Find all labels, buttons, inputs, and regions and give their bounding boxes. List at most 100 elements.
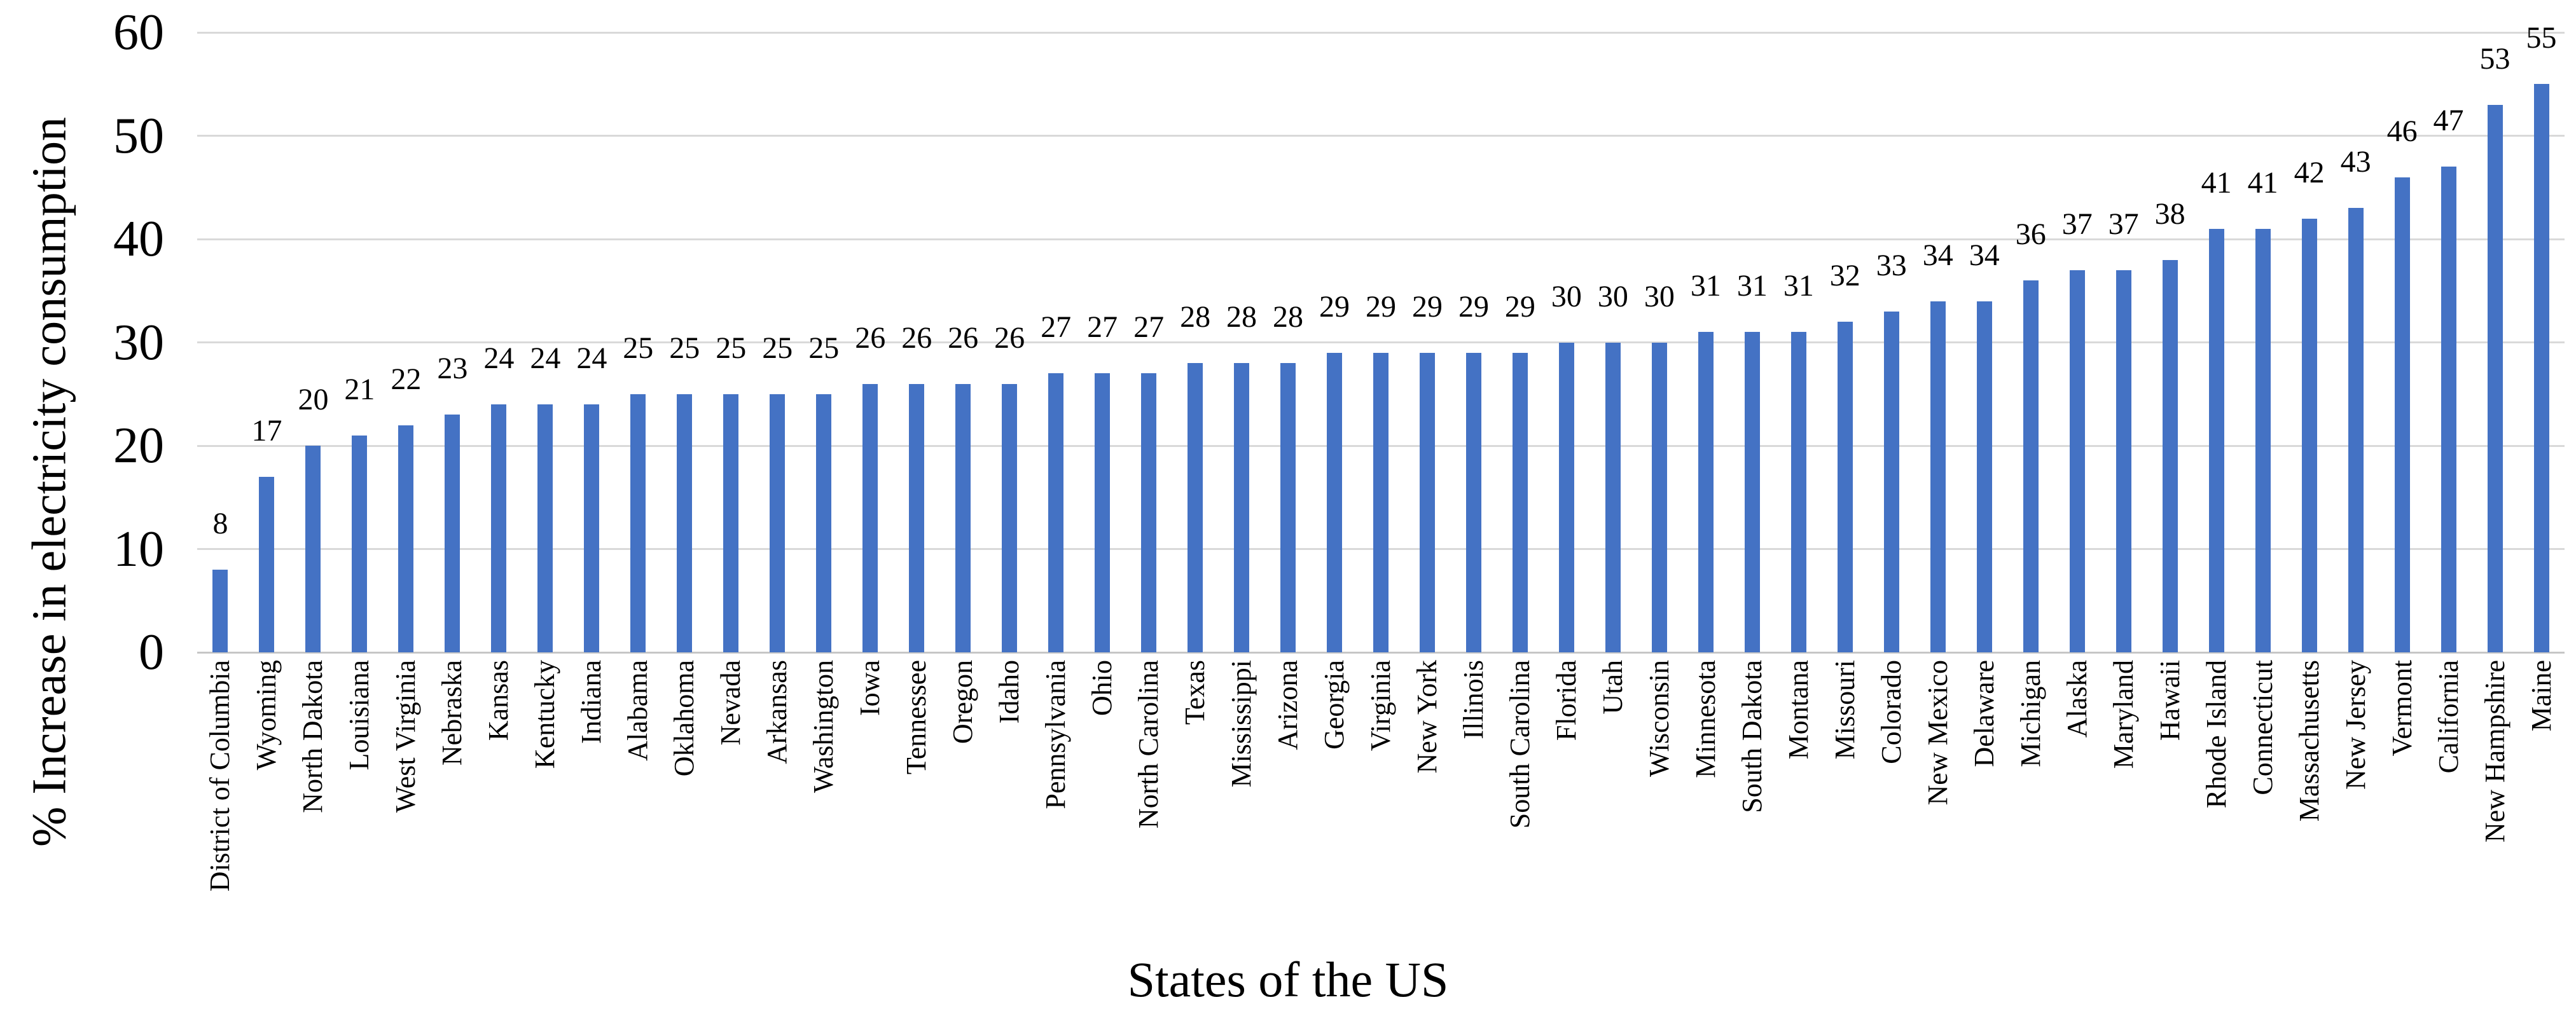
- bar-value-label: 29: [1319, 289, 1350, 324]
- state-label: Washington: [808, 660, 840, 793]
- bar-column: 32: [1822, 32, 1868, 652]
- bar: [1976, 301, 1992, 652]
- state-label: Kansas: [483, 660, 515, 741]
- bar: [862, 383, 878, 652]
- bar: [1930, 301, 1946, 652]
- bar-value-label: 27: [1133, 310, 1165, 345]
- state-label: Texas: [1179, 660, 1211, 725]
- x-label-cell: West Virginia: [383, 660, 429, 933]
- state-label: West Virginia: [390, 660, 422, 813]
- bar-column: 26: [940, 32, 987, 652]
- bar-value-label: 37: [2061, 207, 2093, 241]
- x-axis-line: [197, 651, 2565, 654]
- bar-column: 25: [801, 32, 847, 652]
- state-label: Wisconsin: [1644, 660, 1675, 777]
- x-label-cell: South Carolina: [1497, 660, 1544, 933]
- state-label: Virginia: [1365, 660, 1397, 752]
- bar-value-label: 26: [948, 320, 979, 355]
- x-label-cell: Massachusetts: [2286, 660, 2332, 933]
- state-label: Georgia: [1319, 660, 1350, 750]
- x-label-cell: Colorado: [1868, 660, 1915, 933]
- gridline: [197, 31, 2565, 34]
- bar: [445, 415, 460, 652]
- state-label: Arizona: [1272, 660, 1304, 750]
- bar-value-label: 25: [623, 331, 654, 365]
- bar-value-label: 37: [2108, 207, 2139, 241]
- bar-value-label: 28: [1226, 300, 1257, 334]
- state-label: Colorado: [1875, 660, 1907, 764]
- x-label-cell: Illinois: [1451, 660, 1497, 933]
- bar-value-label: 23: [437, 352, 468, 386]
- x-label-cell: Delaware: [1961, 660, 2007, 933]
- state-label: Maine: [2525, 660, 2557, 732]
- state-label: Louisiana: [343, 660, 375, 771]
- bar: [2487, 104, 2503, 652]
- bar-column: 29: [1358, 32, 1404, 652]
- state-label: Nevada: [715, 660, 747, 746]
- bar-column: 26: [894, 32, 940, 652]
- bar-value-label: 33: [1876, 248, 1907, 282]
- x-label-cell: Washington: [801, 660, 847, 933]
- bar: [630, 394, 646, 652]
- x-label-cell: Arkansas: [754, 660, 801, 933]
- x-label-cell: Utah: [1590, 660, 1637, 933]
- state-label: Massachusetts: [2293, 660, 2325, 822]
- state-label: Arkansas: [761, 660, 793, 764]
- bar-column: 29: [1497, 32, 1543, 652]
- x-label-cell: Texas: [1172, 660, 1219, 933]
- bar-value-label: 46: [2386, 114, 2418, 148]
- x-label-cell: Wisconsin: [1637, 660, 1683, 933]
- bar-value-label: 25: [669, 331, 700, 365]
- state-label: Connecticut: [2247, 660, 2278, 795]
- bar-value-label: 8: [212, 507, 228, 540]
- x-axis-labels: District of Columbia Wyoming North Dakota L…: [197, 660, 2565, 933]
- bar-column: 26: [987, 32, 1033, 652]
- bar-value-label: 28: [1180, 300, 1211, 334]
- bar-value-label: 55: [2526, 21, 2557, 55]
- bar: [2116, 270, 2131, 652]
- bar: [1327, 352, 1342, 652]
- state-label: Minnesota: [1689, 660, 1721, 778]
- x-label-cell: New Jersey: [2332, 660, 2379, 933]
- state-label: Missouri: [1829, 660, 1860, 760]
- bar-value-label: 22: [391, 362, 422, 396]
- bar-column: 23: [429, 32, 476, 652]
- x-label-cell: South Dakota: [1729, 660, 1775, 933]
- bar-column: 21: [336, 32, 383, 652]
- bar: [2255, 228, 2271, 652]
- bar-column: 25: [708, 32, 754, 652]
- bar-column: 25: [754, 32, 801, 652]
- bar-column: 24: [522, 32, 569, 652]
- x-label-cell: New Mexico: [1915, 660, 1961, 933]
- x-label-cell: New Hampshire: [2472, 660, 2518, 933]
- state-label: Montana: [1782, 660, 1814, 760]
- bar-column: 36: [2007, 32, 2054, 652]
- state-label: Nebraska: [436, 660, 468, 766]
- state-label: New Jersey: [2339, 660, 2371, 790]
- bar: [1790, 332, 1806, 652]
- bar-value-label: 20: [298, 383, 329, 416]
- x-label-cell: Vermont: [2379, 660, 2425, 933]
- bar: [1234, 363, 1250, 652]
- bar: [1465, 352, 1481, 652]
- x-label-cell: Idaho: [987, 660, 1033, 933]
- bar: [398, 425, 414, 652]
- state-label: Maryland: [2107, 660, 2139, 769]
- bar-column: 30: [1636, 32, 1682, 652]
- bar: [1188, 363, 1203, 652]
- bar-value-label: 30: [1551, 279, 1582, 313]
- state-label: Hawaii: [2154, 660, 2185, 741]
- bar: [1605, 342, 1621, 652]
- bar: [305, 446, 321, 652]
- bar-column: 31: [1775, 32, 1822, 652]
- x-label-cell: Louisiana: [336, 660, 383, 933]
- state-label: Kentucky: [529, 660, 561, 769]
- bar: [1651, 342, 1667, 652]
- bar-value-label: 29: [1411, 289, 1443, 324]
- bar: [2301, 218, 2317, 652]
- bar-column: 24: [476, 32, 522, 652]
- bar-value-label: 53: [2479, 41, 2510, 76]
- bar: [2533, 84, 2549, 652]
- x-label-cell: North Dakota: [290, 660, 336, 933]
- bar-value-label: 25: [716, 331, 747, 365]
